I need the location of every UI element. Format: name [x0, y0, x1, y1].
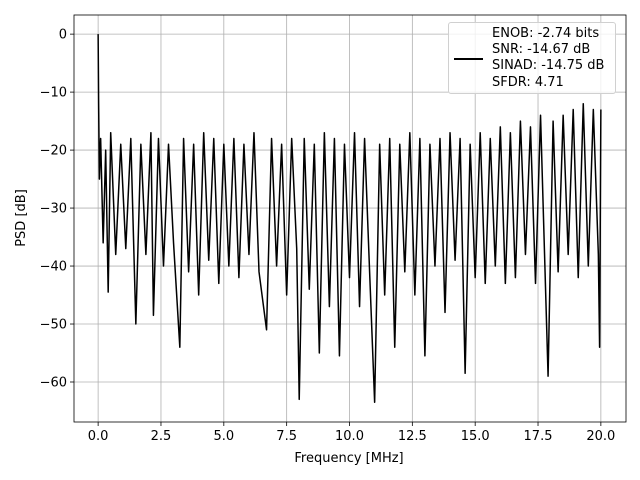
y-tick-label: −20 [40, 144, 67, 159]
psd-line [97, 34, 602, 404]
x-tick-label: 12.5 [398, 429, 427, 444]
y-tick-label: −40 [40, 260, 67, 275]
y-axis-label: PSD [dB] [14, 189, 29, 247]
x-axis-label: Frequency [MHz] [294, 451, 403, 466]
legend-swatch [454, 58, 483, 60]
x-tick-label: 7.5 [276, 429, 297, 444]
x-tick-label: 5.0 [213, 429, 234, 444]
plot-frame [73, 14, 627, 423]
legend: ENOB: -2.74 bits SNR: -14.67 dB SINAD: -… [448, 22, 616, 94]
x-tick-label: 0.0 [88, 429, 109, 444]
y-tick-label: −30 [40, 202, 67, 217]
x-tick-label: 20.0 [586, 429, 615, 444]
legend-label: ENOB: -2.74 bits SNR: -14.67 dB SINAD: -… [492, 26, 605, 90]
x-tick-label: 10.0 [335, 429, 364, 444]
x-tick-label: 17.5 [524, 429, 553, 444]
y-tick-label: −50 [40, 318, 67, 333]
x-tick-label: 2.5 [151, 429, 172, 444]
y-tick-label: −60 [40, 375, 67, 390]
y-tick-label: −10 [40, 86, 67, 101]
y-tick-label: 0 [59, 28, 67, 43]
x-tick-label: 15.0 [461, 429, 490, 444]
